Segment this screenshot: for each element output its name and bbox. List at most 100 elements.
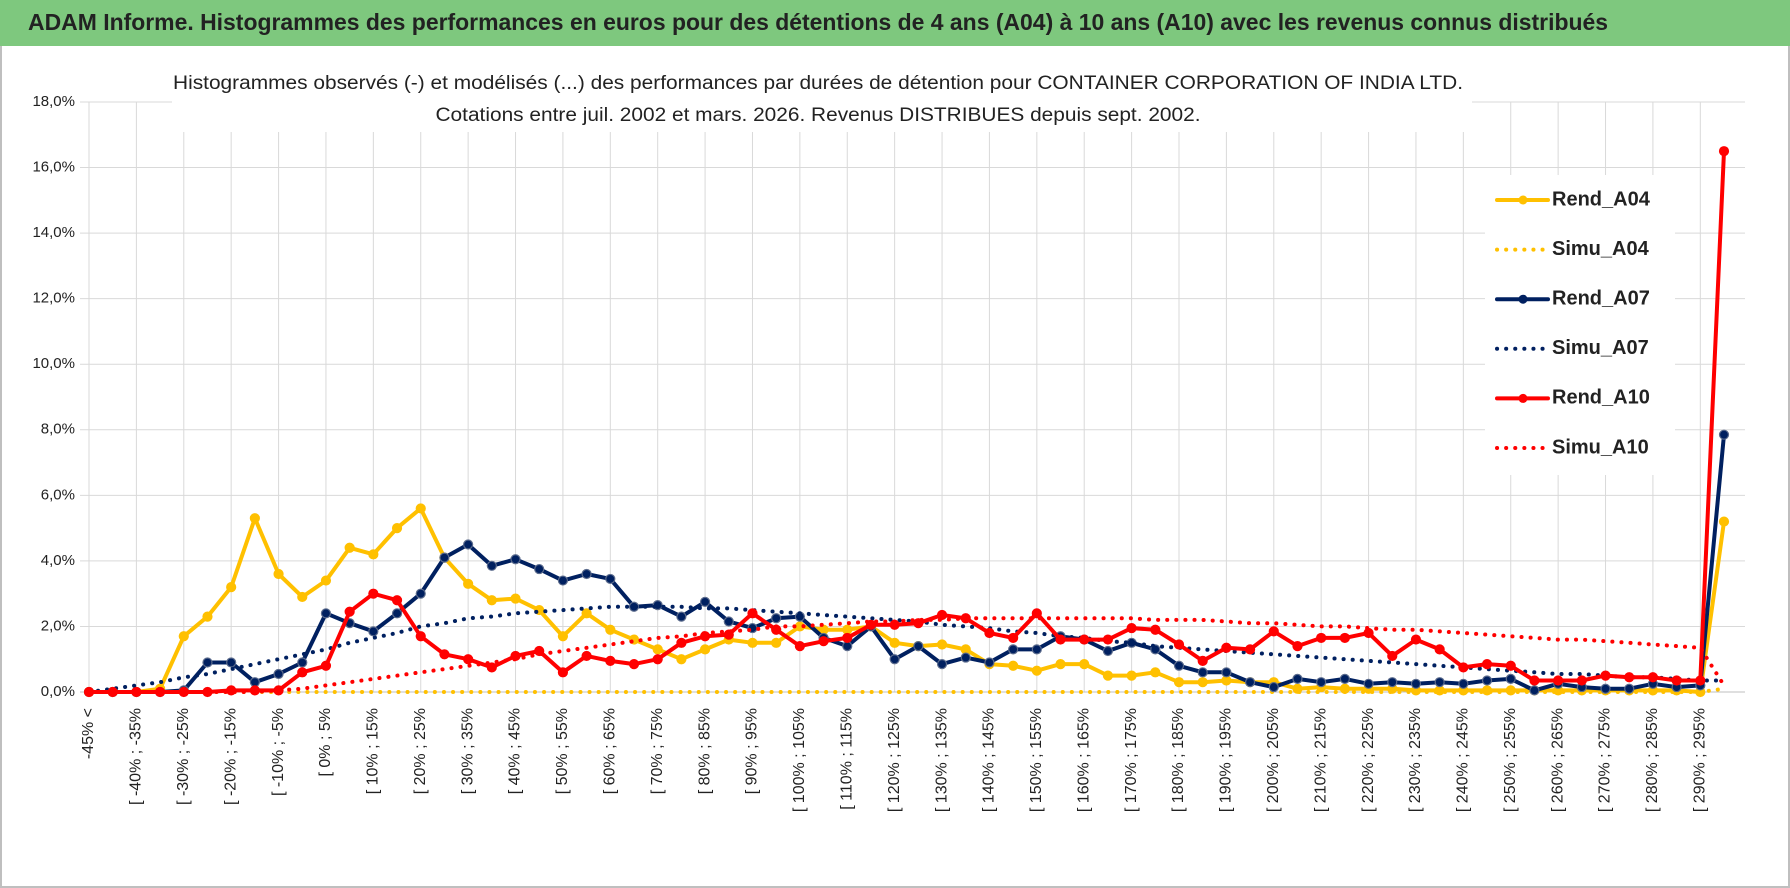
data-point bbox=[1505, 673, 1516, 684]
observed-line bbox=[87, 149, 1726, 694]
data-point bbox=[1031, 644, 1042, 655]
data-point bbox=[273, 568, 284, 580]
legend-label: Simu_A07 bbox=[1552, 337, 1649, 359]
data-point bbox=[1434, 644, 1445, 655]
legend-label: Simu_A10 bbox=[1552, 436, 1649, 458]
x-tick-label: [ 10% ; 15% bbox=[365, 708, 382, 794]
data-point bbox=[676, 611, 687, 622]
data-point bbox=[1268, 626, 1279, 637]
header-bar bbox=[0, 0, 1790, 46]
data-point bbox=[510, 554, 521, 565]
legend-marker bbox=[1518, 294, 1528, 304]
legend-marker bbox=[1518, 195, 1528, 205]
data-point bbox=[1718, 516, 1730, 527]
data-point bbox=[984, 627, 995, 639]
x-tick-label: [ 160% ; 165% bbox=[1075, 708, 1092, 812]
data-point bbox=[676, 654, 687, 665]
data-point bbox=[1695, 675, 1706, 686]
data-point bbox=[557, 575, 569, 586]
model-line bbox=[87, 616, 1726, 694]
data-point bbox=[889, 637, 900, 648]
x-tick-label: [ 190% ; 195% bbox=[1218, 708, 1235, 812]
data-point bbox=[936, 659, 948, 670]
data-point bbox=[1102, 645, 1114, 657]
data-point bbox=[605, 624, 616, 635]
legend-background bbox=[1485, 175, 1675, 475]
y-tick-label: 16,0% bbox=[32, 159, 75, 176]
y-tick-label: 2,0% bbox=[41, 617, 75, 634]
data-point bbox=[652, 644, 663, 655]
title-background bbox=[172, 68, 1472, 132]
data-point bbox=[1458, 662, 1469, 673]
data-point bbox=[1008, 660, 1019, 671]
data-point bbox=[1339, 632, 1350, 644]
data-point bbox=[984, 657, 995, 668]
data-point bbox=[344, 542, 355, 553]
data-point bbox=[1173, 677, 1185, 688]
data-point bbox=[1505, 660, 1516, 671]
data-point bbox=[1481, 675, 1493, 686]
observed-line bbox=[87, 432, 1726, 694]
data-point bbox=[391, 595, 403, 606]
x-tick-label: [ 30% ; 35% bbox=[459, 708, 476, 794]
legend: Rend_A04 Simu_A04 Rend_A07 Simu_A07 Rend_A10… bbox=[1485, 175, 1675, 475]
data-point bbox=[486, 560, 497, 571]
data-point bbox=[1316, 632, 1327, 644]
x-tick-label: [ -30% ; -25% bbox=[175, 708, 192, 805]
data-point bbox=[1671, 675, 1682, 686]
y-tick-label: 6,0% bbox=[41, 486, 75, 503]
data-point bbox=[1221, 667, 1232, 678]
data-point bbox=[889, 654, 900, 665]
data-point bbox=[344, 606, 355, 617]
data-point bbox=[771, 613, 782, 624]
data-point bbox=[747, 608, 758, 619]
x-tick-label: [ 230% ; 235% bbox=[1407, 708, 1424, 812]
data-point bbox=[818, 636, 829, 647]
data-point bbox=[415, 503, 426, 514]
data-point bbox=[1197, 677, 1208, 688]
legend-label: Rend_A04 bbox=[1552, 188, 1651, 210]
data-point bbox=[605, 655, 616, 666]
x-tick-label: [ 270% ; 275% bbox=[1597, 708, 1614, 812]
data-point bbox=[1387, 677, 1398, 688]
data-point bbox=[368, 588, 379, 599]
x-tick-label: [ 250% ; 255% bbox=[1502, 708, 1519, 812]
data-point bbox=[1126, 622, 1137, 634]
data-point bbox=[368, 549, 379, 560]
x-tick-label: [ 240% ; 245% bbox=[1455, 708, 1472, 812]
data-point bbox=[510, 593, 521, 604]
x-tick-label: [ 100% ; 105% bbox=[791, 708, 808, 812]
x-tick-label: [ 50% ; 55% bbox=[554, 708, 571, 794]
data-point bbox=[297, 591, 308, 603]
data-point bbox=[1031, 665, 1042, 676]
y-tick-label: 14,0% bbox=[32, 224, 75, 241]
x-tick-label: [ 170% ; 175% bbox=[1123, 708, 1140, 812]
model-line bbox=[87, 604, 1726, 694]
x-tick-label: [ 150% ; 155% bbox=[1028, 708, 1045, 812]
data-point bbox=[1387, 650, 1398, 662]
data-point bbox=[1221, 642, 1232, 653]
data-point bbox=[794, 641, 805, 652]
data-point bbox=[1410, 634, 1422, 645]
data-point bbox=[1363, 627, 1374, 639]
data-point bbox=[1600, 683, 1611, 694]
data-point bbox=[1102, 670, 1114, 681]
data-point bbox=[581, 608, 592, 619]
data-point bbox=[557, 631, 569, 642]
data-point bbox=[1079, 634, 1090, 645]
data-point bbox=[1529, 685, 1540, 696]
data-point bbox=[1718, 146, 1730, 157]
data-point bbox=[368, 626, 379, 637]
data-point bbox=[320, 660, 332, 671]
data-point bbox=[605, 573, 616, 585]
data-point bbox=[628, 601, 640, 612]
x-tick-label: [ 40% ; 45% bbox=[507, 708, 524, 794]
data-point bbox=[1173, 660, 1185, 671]
data-point bbox=[1647, 672, 1659, 683]
data-point bbox=[1268, 681, 1279, 693]
data-point bbox=[391, 523, 403, 534]
x-tick-label: [ -40% ; -35% bbox=[128, 708, 145, 805]
data-point bbox=[1718, 429, 1730, 440]
data-point bbox=[1624, 672, 1635, 683]
x-tick-label: [ 180% ; 185% bbox=[1170, 708, 1187, 812]
